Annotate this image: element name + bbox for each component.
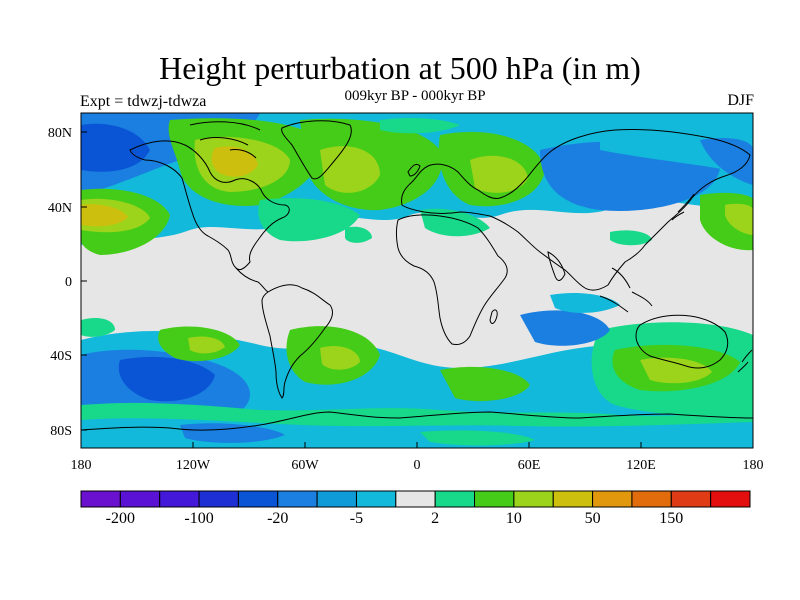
contour-region <box>420 430 535 446</box>
contour-region <box>211 146 258 177</box>
y-tick-label: 80S <box>50 424 72 439</box>
contour-region <box>520 310 610 346</box>
coastline-central-america <box>235 267 269 293</box>
coastline-eurasia <box>401 128 751 291</box>
x-tick-label: 120W <box>176 458 211 473</box>
colorbar-label: 2 <box>431 510 439 527</box>
coastline-japan <box>671 193 695 221</box>
plot-title: Height perturbation at 500 hPa (in m) <box>159 50 641 86</box>
coastline-india <box>547 251 566 281</box>
colorbar-swatch <box>552 490 594 508</box>
plot-subtitle: 009kyr BP - 000kyr BP <box>344 88 486 104</box>
x-tick-label: 180 <box>743 458 764 473</box>
season-label: DJF <box>727 92 754 109</box>
contour-region <box>550 293 620 313</box>
coastline-greenland <box>281 120 352 180</box>
contour-region <box>258 198 360 242</box>
contour-region <box>320 345 360 370</box>
contour-region <box>81 318 115 337</box>
colorbar-swatch <box>592 490 633 508</box>
colorbar-swatch <box>316 490 357 508</box>
colorbar-label: -20 <box>267 510 288 527</box>
field-shading <box>81 113 753 448</box>
coastline-south-america <box>261 284 333 399</box>
contour-region <box>470 155 528 193</box>
contour-region <box>700 138 753 185</box>
colorbar-label: -100 <box>184 510 213 527</box>
contour-region <box>725 203 753 235</box>
contour-region <box>345 226 372 243</box>
colorbar-labels: -200 -100 -20 -5 2 10 50 150 <box>106 510 684 527</box>
contour-region <box>188 336 225 354</box>
contour-region <box>380 117 460 134</box>
colorbar-swatch <box>434 490 476 508</box>
colorbar-swatch <box>237 490 279 508</box>
colorbar-swatch <box>277 490 318 508</box>
colorbar-label: -5 <box>350 510 363 527</box>
colorbar-label: 50 <box>585 510 601 527</box>
y-tick-label: 80N <box>48 126 72 141</box>
y-tick-label: 40S <box>50 349 72 364</box>
coastline-arctic-islands <box>189 121 261 159</box>
y-tick-label: 40N <box>48 201 72 216</box>
colorbar-swatch <box>119 490 161 508</box>
colorbar-swatch <box>395 490 436 508</box>
colorbar-swatch <box>355 490 397 508</box>
colorbar-label: -200 <box>106 510 135 527</box>
y-tick-label: 0 <box>65 275 72 290</box>
coastline-antarctica <box>81 411 753 431</box>
coastline-british-isles <box>407 163 421 177</box>
x-tick-label: 60E <box>518 458 541 473</box>
coastline-new-zealand <box>737 349 753 373</box>
experiment-label: Expt = tdwzj-tdwza <box>80 93 207 110</box>
coastline-australia <box>635 314 729 369</box>
contour-region <box>610 230 652 246</box>
colorbar-swatch <box>198 490 239 508</box>
colorbar <box>80 490 751 508</box>
colorbar-swatch <box>710 490 751 508</box>
coastline-africa <box>396 214 508 345</box>
coastlines <box>81 120 753 431</box>
colorbar-swatch <box>474 490 515 508</box>
x-tick-label: 120E <box>626 458 656 473</box>
colorbar-swatch <box>80 490 121 508</box>
colorbar-label: 150 <box>659 510 683 527</box>
colorbar-swatch <box>513 490 554 508</box>
axis-ticks <box>80 131 754 448</box>
colorbar-swatch <box>159 490 200 508</box>
coastline-southeast-asia <box>599 267 653 313</box>
contour-region <box>81 123 150 172</box>
contour-region <box>180 423 285 443</box>
coastline-north-america <box>129 140 290 271</box>
contour-region <box>118 356 215 402</box>
colorbar-label: 10 <box>506 510 522 527</box>
colorbar-swatch <box>670 490 712 508</box>
coastline-madagascar <box>489 309 498 324</box>
x-tick-label: 0 <box>414 458 421 473</box>
contour-region <box>81 204 128 227</box>
contour-region <box>640 357 712 384</box>
contour-region <box>440 366 530 402</box>
contour-region <box>320 146 380 193</box>
colorbar-swatch <box>631 490 672 508</box>
x-tick-label: 180 <box>71 458 92 473</box>
x-tick-label: 60W <box>291 458 319 473</box>
